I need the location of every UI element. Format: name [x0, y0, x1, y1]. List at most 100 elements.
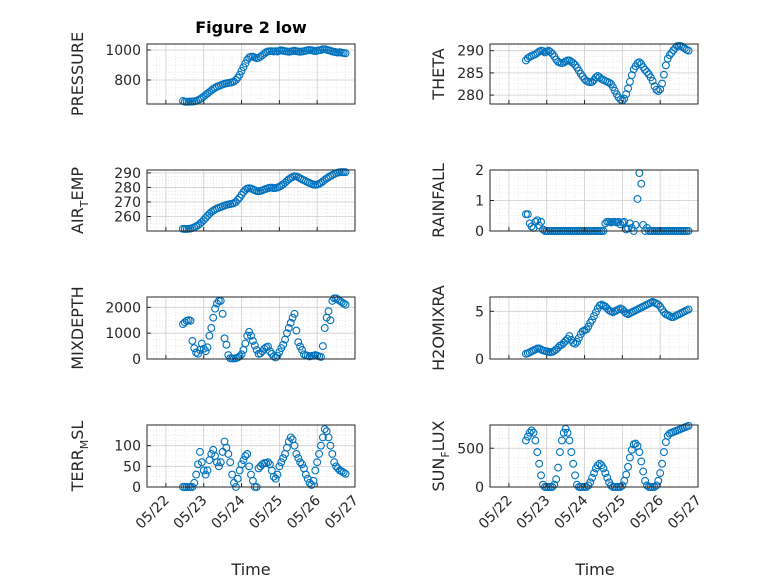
data-point [559, 428, 568, 437]
data-point [537, 471, 545, 480]
data-point [622, 470, 631, 479]
data-point [271, 474, 280, 483]
data-point [529, 428, 538, 437]
x-tick-label: 05/22 [476, 493, 516, 533]
data-point [565, 436, 574, 445]
y-tick-label: 2 [475, 163, 484, 179]
axes-frame [146, 424, 356, 488]
data-point [290, 441, 299, 450]
subplot-h2omixra: 0 5 H2OMIXRA [429, 285, 699, 371]
x-tick-label: 05/26 [627, 492, 667, 532]
data-point [264, 458, 272, 467]
data-point [591, 308, 600, 317]
data-point [194, 460, 203, 469]
data-point [241, 59, 250, 68]
y-tick-label: 0 [475, 224, 484, 240]
data-point [305, 478, 314, 487]
data-point [237, 460, 246, 469]
data-point [311, 466, 320, 475]
data-point [569, 459, 578, 468]
data-point [588, 315, 597, 324]
data-point [599, 464, 608, 473]
data-point [326, 316, 335, 325]
y-tick-label: 5 [475, 304, 484, 320]
data-point [648, 76, 657, 85]
data-point [282, 329, 291, 338]
y-tick-label: 270 [114, 195, 141, 211]
data-point [237, 67, 246, 75]
data-point [537, 217, 545, 226]
data-point [269, 472, 278, 481]
axes-frame [489, 296, 699, 360]
axes-frame [146, 43, 356, 105]
data-point [603, 473, 612, 482]
data-point [684, 305, 693, 314]
subplot-mixdepth: 0 1000 2000 MIXDEPTH [68, 286, 356, 370]
data-point [245, 462, 254, 471]
data-point [607, 481, 615, 490]
data-point [658, 459, 667, 468]
data-point [226, 458, 235, 467]
data-point [250, 341, 259, 350]
data-point [527, 222, 536, 231]
data-point [671, 44, 680, 52]
data-point [590, 312, 598, 321]
data-point [318, 433, 327, 442]
data-point [296, 458, 305, 467]
data-point [624, 462, 632, 471]
x-tick-label: 05/22 [133, 493, 173, 533]
data-point [286, 433, 295, 442]
data-point [557, 436, 566, 445]
data-point [320, 425, 329, 434]
data-point [320, 324, 329, 332]
y-tick-label: 285 [457, 66, 484, 82]
data-point [533, 216, 542, 225]
y-axis-label: H2OMIXRA [429, 285, 448, 371]
data-point [571, 339, 580, 348]
y-tick-label: 1000 [105, 43, 141, 59]
y-axis-label: MIXDEPTH [68, 286, 87, 369]
data-point [188, 336, 197, 345]
data-point [286, 318, 295, 327]
y-tick-label: 100 [114, 439, 141, 455]
y-tick-label: 0 [475, 352, 484, 368]
y-tick-label: 50 [123, 459, 141, 475]
y-tick-label: 260 [114, 209, 141, 225]
y-tick-label: 800 [114, 73, 141, 89]
data-point [614, 217, 623, 226]
data-point [556, 448, 564, 457]
data-point [298, 346, 306, 354]
data-point [224, 449, 233, 458]
y-axis-label: SUNFLUX [429, 420, 452, 491]
data-point [627, 445, 636, 454]
data-point [525, 428, 534, 437]
data-point [205, 331, 214, 340]
data-point [656, 469, 665, 477]
data-point [209, 313, 218, 322]
data-point [521, 436, 530, 445]
data-point [571, 471, 580, 480]
data-point [233, 195, 242, 204]
data-point [201, 347, 210, 356]
x-tick-label: 05/26 [284, 492, 324, 532]
x-axis-label-left: Time [230, 560, 270, 579]
y-tick-label: 2000 [105, 300, 141, 316]
data-point [561, 336, 570, 345]
data-point [284, 437, 293, 446]
data-point [326, 441, 335, 450]
data-point [565, 332, 574, 341]
x-axis-label-right: Time [574, 560, 614, 579]
data-point [275, 462, 284, 471]
subplot-rainfall: 0 1 2 RAINFALL [429, 163, 699, 240]
data-point [684, 46, 693, 55]
data-point [535, 459, 544, 468]
data-point [324, 307, 333, 316]
data-point [618, 481, 627, 490]
data-point [298, 460, 306, 469]
data-point [601, 219, 610, 228]
data-point [301, 470, 310, 479]
data-point [631, 439, 640, 448]
data-point [288, 313, 297, 322]
data-point [213, 458, 221, 467]
